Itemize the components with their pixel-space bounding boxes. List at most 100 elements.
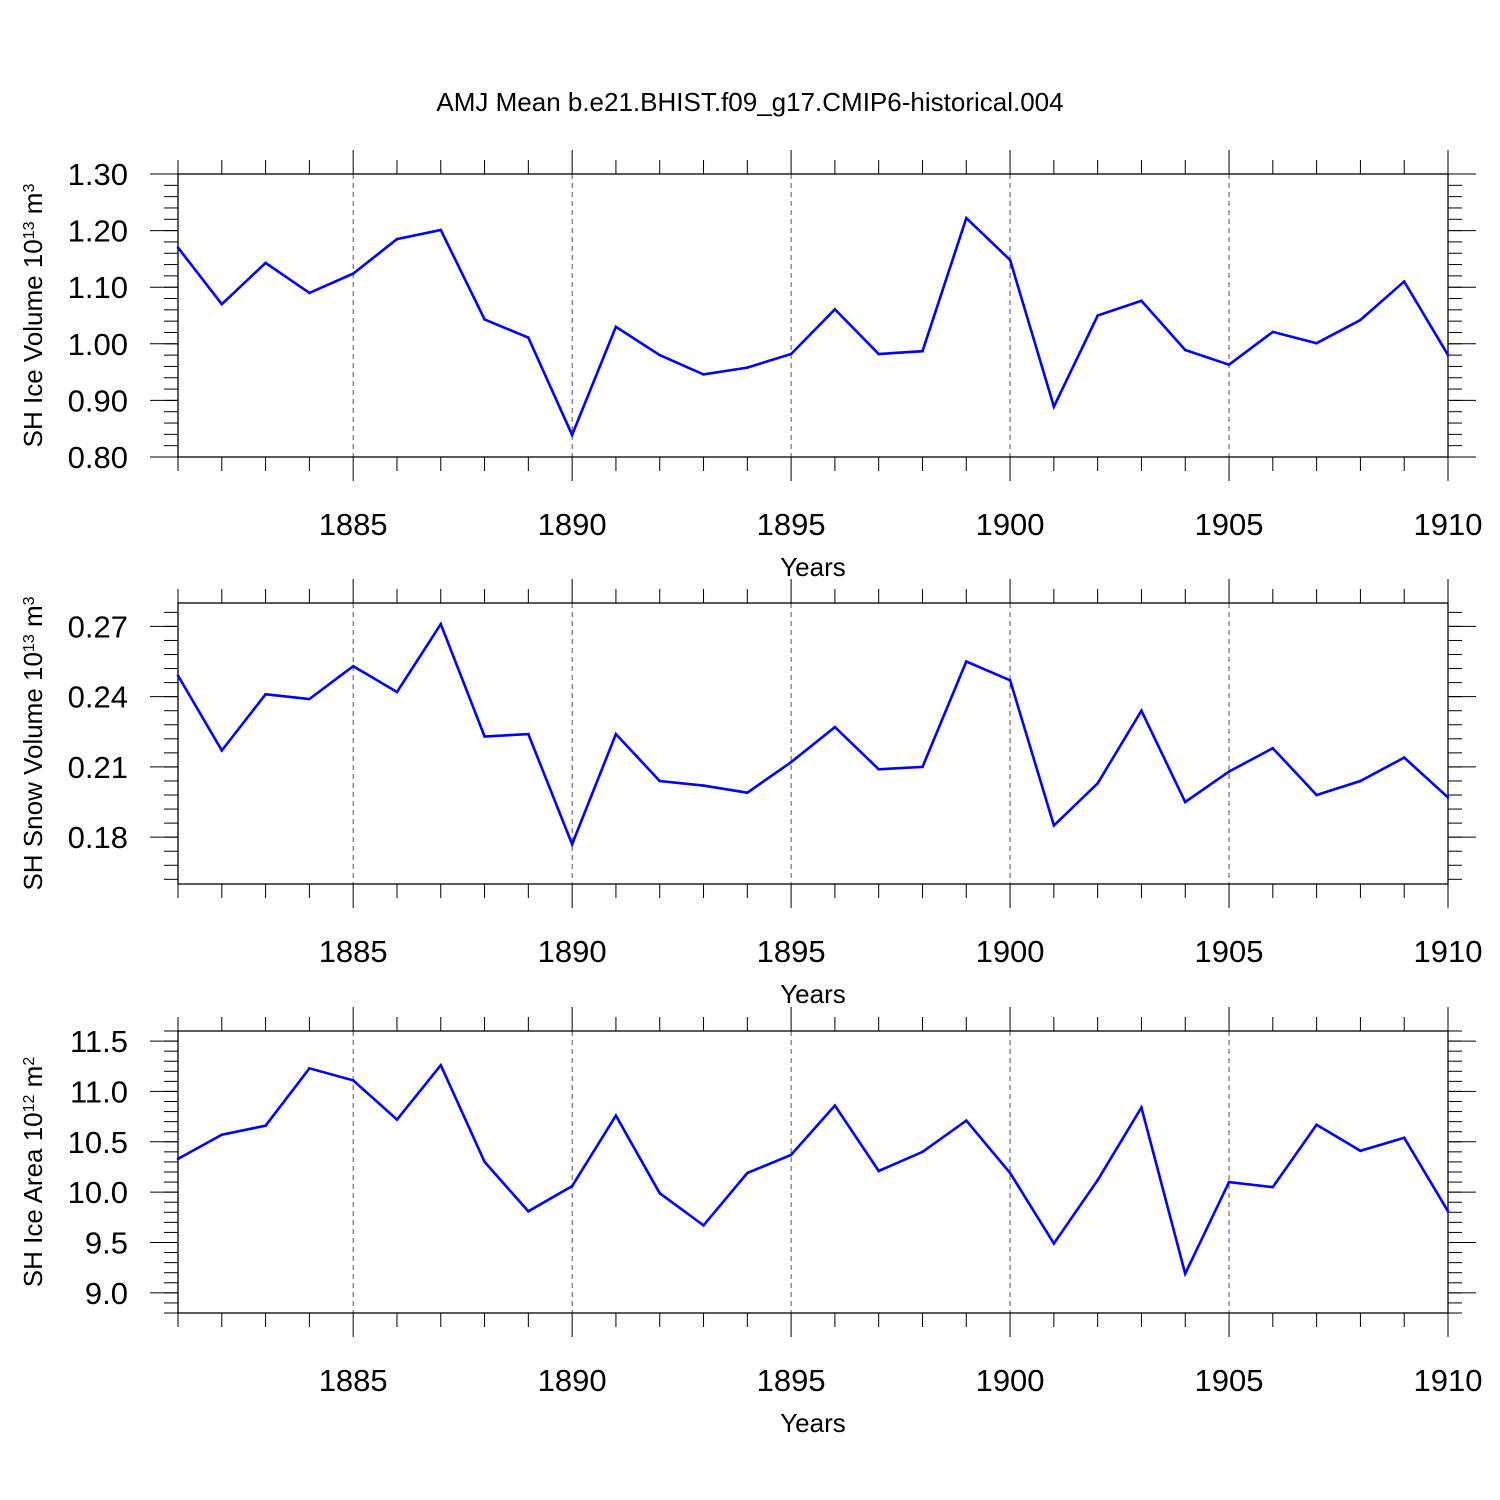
data-point	[1183, 800, 1187, 804]
series-line	[176, 621, 1449, 848]
data-point	[1140, 1106, 1143, 1109]
data-point	[1052, 405, 1056, 408]
y-tick-label: 9.0	[85, 1276, 128, 1311]
x-tick-label: 1890	[538, 507, 607, 542]
data-point	[1359, 779, 1362, 783]
series-line	[176, 215, 1450, 439]
data-point	[1227, 363, 1231, 367]
data-point	[789, 352, 793, 356]
data-point	[746, 366, 749, 369]
y-label-exponent: 12	[21, 1094, 38, 1112]
data-point	[220, 1133, 224, 1137]
data-point	[1446, 796, 1450, 799]
y-label-unit: m	[18, 193, 48, 222]
x-axis-label: Years	[780, 1408, 846, 1438]
data-point	[527, 336, 530, 339]
data-point	[921, 349, 924, 353]
y-tick-label: 11.0	[70, 1074, 128, 1109]
y-label-exponent: 13	[21, 634, 38, 652]
data-point	[746, 1171, 749, 1175]
data-point	[702, 784, 705, 787]
data-point	[833, 725, 837, 729]
x-tick-label: 1885	[319, 1363, 388, 1398]
data-point	[395, 1118, 399, 1121]
data-point	[614, 1114, 618, 1117]
data-point	[964, 660, 968, 663]
data-point	[1402, 280, 1406, 283]
y-tick-label: 0.21	[68, 750, 128, 785]
plot-frame	[177, 173, 1449, 458]
data-point	[877, 352, 880, 356]
x-tick-label: 1890	[538, 934, 607, 969]
data-point	[570, 433, 574, 437]
data-point	[658, 779, 662, 783]
data-point	[1227, 770, 1231, 773]
x-tick-label: 1885	[319, 934, 388, 969]
data-point	[308, 697, 311, 701]
data-point	[1140, 709, 1143, 713]
data-point	[833, 307, 837, 311]
data-point	[1402, 1136, 1406, 1140]
x-tick-label: 1885	[319, 507, 388, 542]
data-point	[439, 1063, 443, 1067]
data-point	[176, 1157, 180, 1161]
data-point	[483, 1160, 486, 1164]
data-point	[570, 1184, 574, 1188]
x-tick-label: 1900	[976, 507, 1045, 542]
y-label-text: SH Snow Volume 10	[18, 652, 48, 890]
x-tick-label: 1900	[976, 1363, 1045, 1398]
data-point	[1183, 348, 1187, 352]
data-point	[483, 735, 486, 738]
y-tick-label: 10.5	[68, 1125, 128, 1160]
data-point	[877, 1169, 880, 1173]
x-tick-label: 1910	[1414, 507, 1483, 542]
data-point	[1140, 299, 1143, 303]
data-point	[351, 1079, 355, 1082]
y-tick-label: 1.10	[68, 270, 128, 305]
y-tick-label: 0.24	[68, 680, 128, 715]
y-axis-label: SH Ice Volume 1013 m3	[18, 184, 48, 448]
data-point	[570, 842, 574, 846]
x-axis-label: Years	[780, 552, 846, 582]
x-tick-label: 1895	[757, 934, 826, 969]
y-tick-label: 11.5	[70, 1024, 128, 1059]
y-label-unit-exponent: 2	[21, 1057, 38, 1066]
data-point	[264, 1124, 267, 1127]
data-point	[658, 353, 662, 357]
data-point	[220, 749, 224, 752]
data-point	[921, 1150, 924, 1154]
data-point	[351, 272, 355, 275]
y-tick-label: 1.00	[68, 327, 128, 362]
chart-title: AMJ Mean b.e21.BHIST.f09_g17.CMIP6-histo…	[436, 87, 1063, 117]
y-axis-label: SH Snow Volume 1013 m3	[18, 596, 48, 890]
data-point	[220, 302, 224, 306]
x-tick-label: 1895	[757, 507, 826, 542]
data-point	[1096, 1178, 1099, 1182]
panel-2: 0.18 0.21 0.24 0.27 1885 1890 1895 1900 1905 1910…	[18, 579, 1482, 1009]
y-tick-label: 0.90	[68, 383, 128, 418]
data-point	[1096, 782, 1099, 785]
y-label-text: SH Ice Volume 10	[18, 239, 48, 447]
data-point	[614, 732, 618, 736]
data-point	[702, 373, 705, 376]
y-tick-label: 0.27	[68, 609, 128, 644]
data-point	[1446, 353, 1450, 357]
data-point	[877, 767, 880, 771]
y-tick-label: 0.18	[68, 820, 128, 855]
x-tick-label: 1910	[1414, 934, 1483, 969]
data-point	[1315, 341, 1318, 345]
data-point	[483, 318, 486, 321]
data-point	[1096, 314, 1099, 317]
data-point	[1359, 318, 1362, 322]
panels: 0.80 0.90 1.00 1.10 1.20 1.30 1885 1890 1895 1900…	[18, 150, 1482, 1438]
data-point	[921, 765, 924, 769]
x-tick-label: 1900	[976, 934, 1045, 969]
data-point	[789, 760, 793, 764]
data-point	[351, 664, 355, 668]
data-point	[439, 228, 443, 232]
y-tick-label: 9.5	[85, 1226, 128, 1261]
data-point	[1402, 756, 1406, 759]
data-point	[789, 1153, 793, 1157]
data-point	[1008, 1171, 1012, 1175]
